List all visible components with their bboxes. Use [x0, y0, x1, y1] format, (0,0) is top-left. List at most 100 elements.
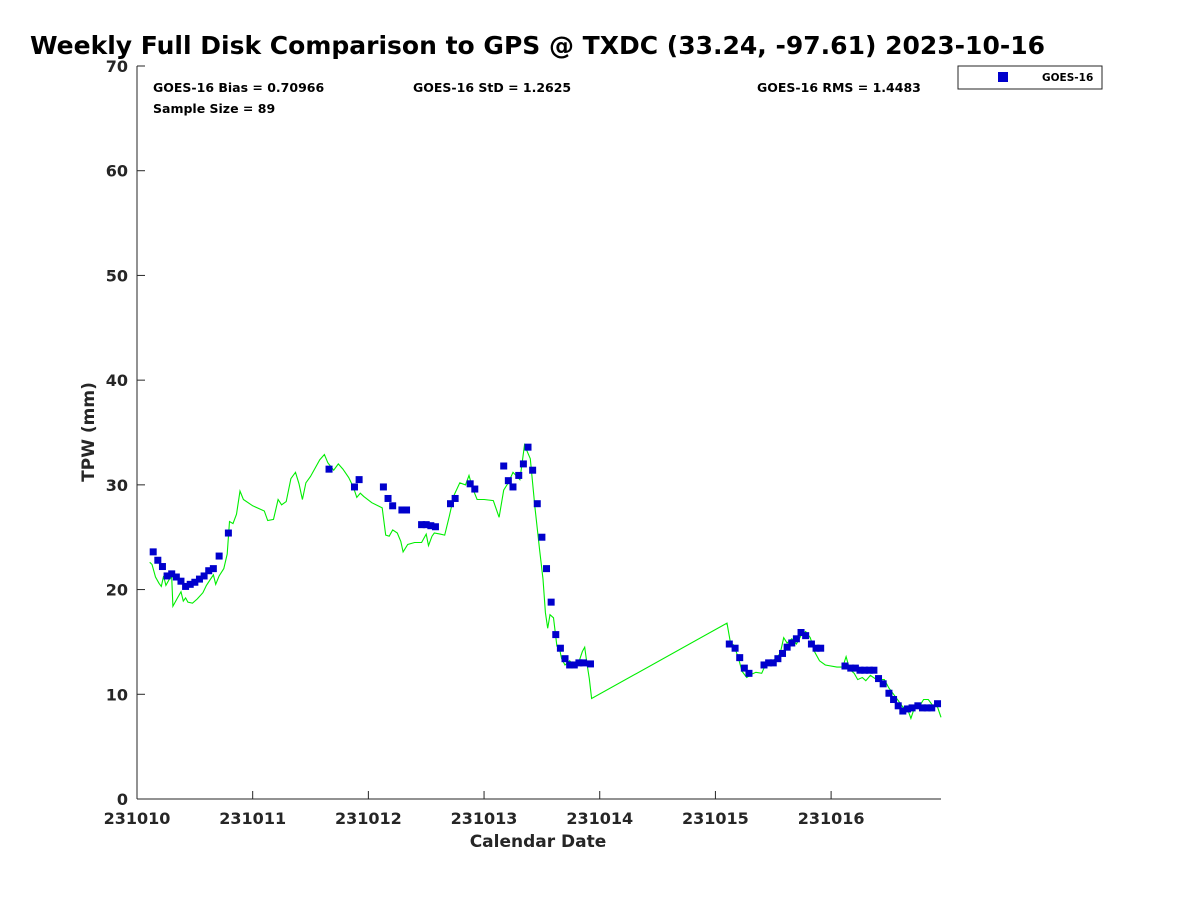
chart-title: Weekly Full Disk Comparison to GPS @ TXD…	[30, 31, 1045, 60]
goes16-point	[451, 494, 459, 502]
goes16-point	[841, 662, 849, 670]
goes16-point	[195, 575, 203, 583]
goes16-point	[934, 700, 942, 708]
goes16-point	[740, 664, 748, 672]
y-axis-label: TPW (mm)	[79, 382, 99, 482]
goes16-point	[398, 506, 406, 514]
goes16-point	[403, 506, 411, 514]
goes16-point	[894, 702, 902, 710]
goes16-point	[769, 659, 777, 667]
goes16-point	[861, 666, 869, 674]
goes16-point	[418, 521, 426, 529]
goes16-point	[524, 443, 532, 451]
gps-tpw-line	[149, 443, 942, 721]
goes16-point	[205, 567, 213, 575]
x-tick-label: 231011	[219, 809, 286, 828]
y-tick-label: 40	[106, 371, 128, 390]
goes16-point	[903, 705, 911, 713]
goes16-point	[817, 644, 825, 652]
goes16-point	[355, 476, 363, 484]
goes16-point	[783, 643, 791, 651]
goes16-point	[788, 639, 796, 647]
x-axis-label: Calendar Date	[470, 832, 607, 852]
y-ticks: 0 10 20 30 40 50 60 70	[106, 57, 145, 809]
goes16-point	[807, 640, 815, 648]
goes16-point	[509, 483, 517, 491]
goes16-point	[172, 573, 180, 581]
goes16-point	[914, 702, 922, 710]
x-tick-label: 231013	[451, 809, 518, 828]
legend-box	[957, 65, 1103, 90]
goes16-point	[856, 666, 864, 674]
goes16-point	[918, 704, 926, 712]
goes16-point	[447, 500, 455, 508]
goes16-point	[466, 480, 474, 488]
goes16-point	[543, 565, 551, 573]
goes16-point	[745, 669, 753, 677]
goes16-point	[389, 502, 397, 510]
goes16-point	[923, 704, 931, 712]
goes16-point	[500, 462, 508, 470]
goes16-point	[538, 533, 546, 541]
goes16-point	[561, 655, 569, 663]
goes16-point	[580, 659, 588, 667]
goes16-point	[885, 689, 893, 697]
y-tick-label: 20	[106, 581, 128, 600]
x-ticks: 231010 231011 231012 231013 231014 231015 2310…	[104, 791, 865, 828]
goes16-point	[865, 666, 873, 674]
y-tick-label: 30	[106, 476, 128, 495]
y-tick-label: 0	[117, 790, 128, 809]
x-tick-label: 231016	[798, 809, 865, 828]
goes16-point	[529, 466, 537, 474]
goes16-point	[552, 631, 560, 639]
goes16-point	[875, 675, 883, 683]
goes16-point	[802, 632, 810, 640]
goes16-point	[908, 704, 916, 712]
goes16-point	[422, 521, 430, 529]
goes16-point	[325, 465, 333, 473]
goes16-point	[215, 552, 223, 560]
y-tick-label: 70	[106, 57, 128, 76]
goes16-point	[515, 471, 523, 479]
goes16-point	[725, 640, 733, 648]
goes16-point	[533, 500, 541, 508]
x-tick-label: 231010	[104, 809, 171, 828]
goes16-point	[384, 494, 392, 502]
goes16-point	[163, 572, 171, 580]
goes16-point	[774, 655, 782, 663]
goes16-point	[200, 572, 208, 580]
goes16-point	[158, 563, 166, 571]
goes16-point	[575, 659, 583, 667]
goes16-point	[765, 659, 773, 667]
goes16-point	[471, 485, 479, 493]
goes16-point	[586, 660, 594, 668]
goes16-point	[570, 661, 578, 669]
goes16-point	[879, 680, 887, 688]
goes16-point	[899, 707, 907, 715]
goes16-point	[154, 556, 162, 564]
x-tick-label: 231015	[682, 809, 749, 828]
legend-marker	[998, 72, 1008, 82]
goes16-point	[431, 523, 439, 531]
goes16-point	[191, 578, 199, 586]
goes16-point	[519, 460, 527, 468]
series-layer	[149, 443, 942, 721]
goes16-point	[812, 644, 820, 652]
y-tick-label: 10	[106, 685, 128, 704]
legend: GOES-16	[957, 65, 1103, 90]
goes16-point	[556, 644, 564, 652]
goes16-point	[504, 477, 512, 485]
y-tick-label: 50	[106, 266, 128, 285]
goes16-point	[209, 565, 217, 573]
y-tick-label: 60	[106, 162, 128, 181]
goes16-point	[566, 661, 574, 669]
goes16-point	[736, 654, 744, 662]
goes16-point	[350, 483, 358, 491]
goes16-point	[851, 664, 859, 672]
goes16-point	[779, 649, 787, 657]
goes16-point	[928, 704, 936, 712]
goes16-point	[792, 635, 800, 643]
rms-stat: GOES-16 RMS = 1.4483	[757, 80, 921, 95]
goes16-point	[177, 577, 185, 585]
